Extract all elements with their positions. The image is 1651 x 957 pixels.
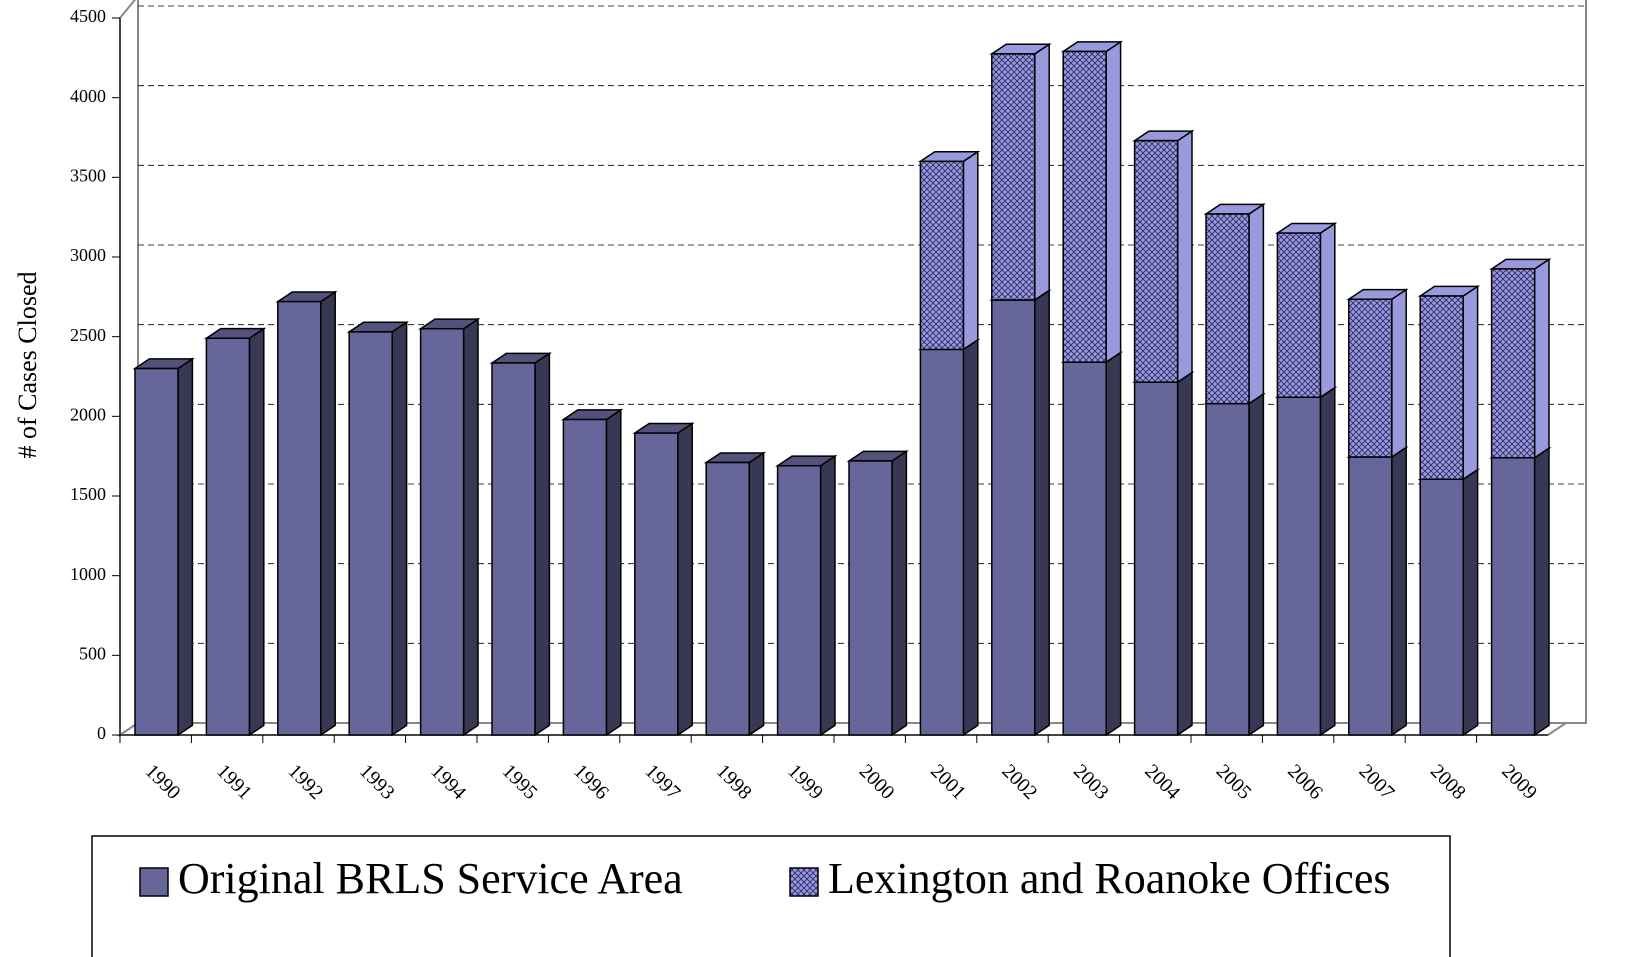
bar xyxy=(1419,478,1464,736)
x-tick-label: 2008 xyxy=(1426,760,1470,804)
y-tick-label: 3000 xyxy=(70,245,106,265)
bar xyxy=(634,432,679,736)
bar-side xyxy=(748,451,765,737)
x-tick-label: 1992 xyxy=(284,760,328,804)
y-tick-label: 4500 xyxy=(70,6,106,26)
x-tick-label: 2005 xyxy=(1212,760,1256,804)
bar xyxy=(776,464,822,736)
x-tick-label: 2007 xyxy=(1355,760,1399,804)
bar xyxy=(1133,139,1179,383)
bar-side xyxy=(462,317,479,737)
x-tick-label: 2009 xyxy=(1497,760,1541,804)
bar-side xyxy=(962,150,979,351)
bar-side xyxy=(1533,446,1550,737)
bar xyxy=(1276,232,1322,398)
bar xyxy=(1490,457,1536,736)
bar-side xyxy=(962,338,979,737)
x-tick-label: 2002 xyxy=(998,760,1042,804)
bar-side xyxy=(1462,285,1479,481)
x-tick-label: 1998 xyxy=(712,760,756,804)
bar xyxy=(491,362,536,736)
bar xyxy=(1062,50,1107,363)
bar xyxy=(419,327,465,736)
bar xyxy=(1348,298,1393,458)
bar-side xyxy=(534,351,551,737)
x-tick-label: 2001 xyxy=(926,760,970,804)
bar-side xyxy=(1105,40,1122,364)
y-tick-label: 1000 xyxy=(70,564,106,584)
bar-side xyxy=(1176,129,1193,384)
y-tick-label: 500 xyxy=(79,643,106,663)
bar xyxy=(134,367,179,736)
bar xyxy=(991,53,1036,301)
bar-side xyxy=(391,320,408,737)
bar-side xyxy=(677,422,693,737)
bar-side xyxy=(1462,468,1479,737)
bar-side xyxy=(1176,371,1193,737)
bar xyxy=(205,337,251,736)
bar xyxy=(1205,402,1250,736)
bar-side xyxy=(1533,257,1550,460)
bar-side xyxy=(320,290,336,737)
bar xyxy=(1490,268,1536,459)
y-tick-label: 3500 xyxy=(70,165,106,185)
legend-box xyxy=(91,835,1451,957)
y-tick-label: 1500 xyxy=(70,484,106,504)
x-tick-label: 1997 xyxy=(641,760,685,804)
x-tick-label: 1999 xyxy=(783,760,827,804)
x-tick-label: 1990 xyxy=(141,760,185,804)
bar xyxy=(1205,213,1250,405)
bar xyxy=(991,299,1036,736)
y-tick-label: 0 xyxy=(97,723,106,743)
bar-side xyxy=(819,454,836,737)
y-axis-label: # of Cases Closed xyxy=(13,271,42,458)
x-tick-label: 2000 xyxy=(855,760,899,804)
bar xyxy=(562,418,608,736)
bar xyxy=(705,461,750,736)
bar-side xyxy=(1319,386,1336,737)
bar-side xyxy=(1391,288,1407,459)
legend: Original BRLS Service Area Lexington and … xyxy=(91,835,1451,957)
legend-swatch xyxy=(789,867,819,897)
x-tick-label: 2004 xyxy=(1140,760,1184,804)
x-tick-label: 1995 xyxy=(498,760,542,804)
bar xyxy=(919,348,965,736)
x-tick-label: 1993 xyxy=(355,760,399,804)
bar xyxy=(348,331,393,736)
bar xyxy=(1276,396,1322,736)
bar-side xyxy=(605,408,622,737)
bar xyxy=(1348,456,1393,736)
x-tick-label: 1996 xyxy=(569,760,613,804)
legend-label: Original BRLS Service Area xyxy=(178,854,683,903)
bar xyxy=(1133,381,1179,736)
bar-side xyxy=(1034,42,1050,302)
bar-side xyxy=(248,327,265,737)
y-tick-label: 4000 xyxy=(70,86,106,106)
y-tick-label: 2500 xyxy=(70,325,106,345)
x-tick-label: 1994 xyxy=(426,760,470,804)
x-tick-label: 2006 xyxy=(1283,760,1327,804)
bar xyxy=(1062,361,1107,736)
x-tick-label: 1991 xyxy=(212,760,256,804)
bar-side xyxy=(1034,289,1050,737)
x-tick-label: 2003 xyxy=(1069,760,1113,804)
legend-swatch xyxy=(139,867,169,897)
bar-side xyxy=(1391,445,1407,737)
bar-side xyxy=(1105,351,1122,737)
legend-label: Lexington and Roanoke Offices xyxy=(828,854,1390,903)
bar xyxy=(919,160,965,351)
bar-side xyxy=(177,357,194,737)
bar-side xyxy=(1248,392,1265,737)
bar-side xyxy=(1248,202,1265,405)
bar-side xyxy=(1319,222,1336,399)
bar xyxy=(1419,295,1464,481)
y-tick-label: 2000 xyxy=(70,404,106,424)
bar-side xyxy=(891,449,908,737)
bar xyxy=(848,460,893,736)
bar xyxy=(277,300,322,736)
